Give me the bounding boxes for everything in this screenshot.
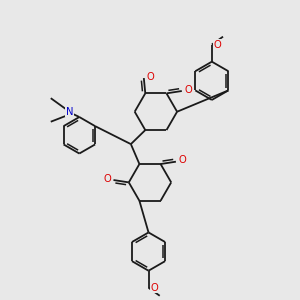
Text: N: N (66, 107, 74, 117)
Text: O: O (178, 155, 186, 165)
Text: O: O (103, 174, 111, 184)
Text: O: O (184, 85, 192, 94)
Text: O: O (214, 40, 222, 50)
Text: O: O (146, 72, 154, 82)
Text: O: O (151, 283, 158, 293)
